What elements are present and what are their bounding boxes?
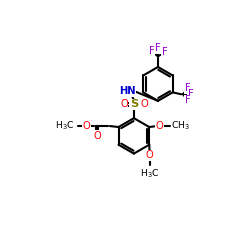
Text: H$_3$C: H$_3$C [140, 167, 159, 180]
Text: CH$_3$: CH$_3$ [171, 120, 190, 132]
Text: S: S [130, 99, 138, 109]
Text: O: O [120, 99, 128, 109]
Text: F: F [188, 89, 194, 99]
Text: F: F [156, 43, 161, 53]
Text: O: O [156, 121, 164, 131]
Text: F: F [149, 46, 154, 56]
Text: O: O [140, 99, 148, 109]
Text: HN: HN [119, 86, 136, 96]
Text: F: F [162, 47, 168, 57]
Text: H$_3$C: H$_3$C [55, 120, 74, 132]
Text: O: O [82, 121, 90, 131]
Text: O: O [94, 131, 101, 141]
Text: F: F [184, 96, 190, 106]
Text: F: F [184, 83, 190, 93]
Text: O: O [146, 150, 154, 160]
